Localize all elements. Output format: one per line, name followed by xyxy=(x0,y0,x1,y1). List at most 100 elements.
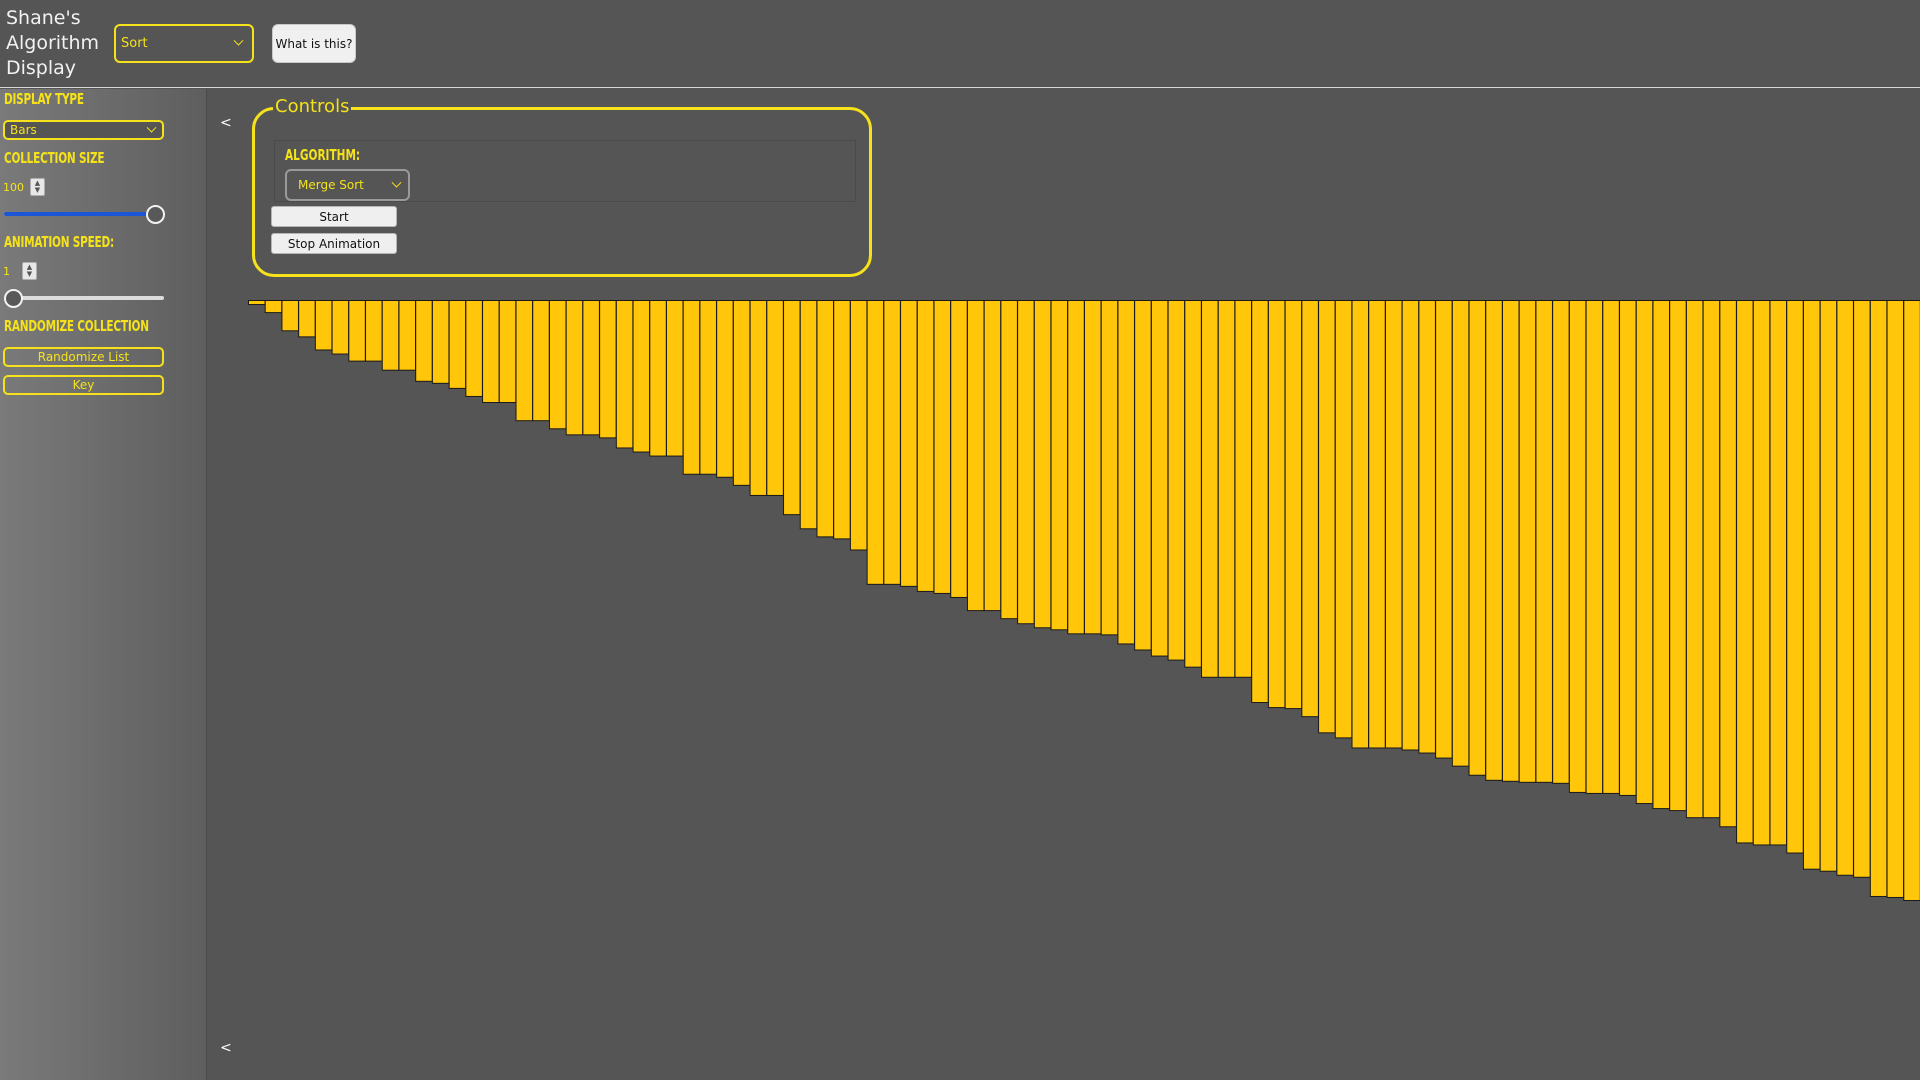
collapse-panel-toggle[interactable]: < xyxy=(220,1040,232,1056)
mode-select[interactable]: Sort xyxy=(114,24,254,63)
display-type-select[interactable]: Bars xyxy=(3,120,164,140)
bar xyxy=(1502,300,1520,782)
bar xyxy=(933,300,952,594)
bar xyxy=(1451,300,1470,767)
bar xyxy=(365,300,383,362)
bar xyxy=(1585,300,1604,794)
bar xyxy=(398,300,416,371)
bar xyxy=(431,300,450,384)
bar xyxy=(1752,300,1771,846)
chevron-down-icon xyxy=(233,35,244,46)
bar xyxy=(1719,300,1737,828)
chevron-down-icon xyxy=(391,177,402,188)
bar xyxy=(515,300,534,422)
bar xyxy=(799,300,818,530)
bar xyxy=(1401,300,1420,751)
bar xyxy=(649,300,667,457)
bar xyxy=(1836,300,1854,876)
bar xyxy=(348,300,366,362)
bar xyxy=(1284,300,1303,710)
bar xyxy=(632,300,651,453)
bar-chart xyxy=(248,300,1920,901)
bar xyxy=(783,300,801,516)
display-type-heading: DISPLAY TYPE xyxy=(4,90,84,108)
collection-size-heading: COLLECTION SIZE xyxy=(4,149,105,167)
bar xyxy=(482,300,500,404)
bar xyxy=(1384,300,1403,749)
bar xyxy=(1334,300,1353,739)
slider-thumb[interactable] xyxy=(4,289,23,308)
main-area: < Controls ALGORITHM: Merge Sort Start S… xyxy=(208,89,1920,1080)
bar xyxy=(599,300,617,439)
what-is-this-button[interactable]: What is this? xyxy=(272,24,356,63)
bar xyxy=(1518,300,1537,783)
bar xyxy=(1435,300,1453,759)
bar xyxy=(1050,300,1069,631)
bar xyxy=(749,300,768,496)
bar xyxy=(966,300,985,612)
bar xyxy=(1619,300,1637,796)
bar xyxy=(766,300,784,496)
bar xyxy=(381,300,400,371)
display-type-value: Bars xyxy=(10,123,37,137)
stop-animation-button[interactable]: Stop Animation xyxy=(271,233,397,254)
bar xyxy=(1485,300,1503,781)
animation-speed-heading: ANIMATION SPEED: xyxy=(4,233,114,251)
mode-select-value: Sort xyxy=(121,36,148,51)
bar xyxy=(900,300,918,587)
animation-speed-slider[interactable] xyxy=(4,288,164,308)
bar xyxy=(1819,300,1838,872)
algorithm-select-value: Merge Sort xyxy=(298,178,364,192)
bar xyxy=(816,300,834,538)
bar xyxy=(1084,300,1102,635)
algorithm-label: ALGORITHM: xyxy=(285,146,361,164)
key-button[interactable]: Key xyxy=(3,375,164,395)
randomize-list-button[interactable]: Randomize List xyxy=(3,347,164,367)
controls-panel: Controls ALGORITHM: Merge Sort Start Sto… xyxy=(252,96,872,277)
bar xyxy=(1652,300,1670,810)
bar xyxy=(1903,300,1920,901)
start-button[interactable]: Start xyxy=(271,206,397,227)
bar xyxy=(1201,300,1219,678)
bar xyxy=(298,300,316,338)
spinner-arrows-icon[interactable]: ▲ ▼ xyxy=(22,262,37,280)
bar xyxy=(1117,300,1135,645)
bar xyxy=(1067,300,1085,635)
bar xyxy=(1702,300,1721,819)
randomize-collection-heading: RANDOMIZE COLLECTION xyxy=(4,317,149,335)
bar xyxy=(732,300,751,486)
bar xyxy=(1184,300,1202,668)
spinner-arrows-icon[interactable]: ▲ ▼ xyxy=(30,178,45,196)
animation-speed-input[interactable]: 1 ▲ ▼ xyxy=(3,261,47,281)
algorithm-select[interactable]: Merge Sort xyxy=(285,169,410,201)
bar xyxy=(1552,300,1570,784)
collection-size-slider[interactable] xyxy=(4,204,165,224)
bar xyxy=(1685,300,1704,819)
bar xyxy=(1786,300,1804,854)
bar xyxy=(699,300,717,475)
bar xyxy=(565,300,584,436)
collection-size-input[interactable]: 100 ▲ ▼ xyxy=(3,177,47,197)
slider-thumb[interactable] xyxy=(146,205,165,224)
bar xyxy=(866,300,885,585)
collapse-controls-toggle[interactable]: < xyxy=(220,115,232,131)
bar xyxy=(1886,300,1905,898)
bar xyxy=(448,300,467,389)
bar xyxy=(666,300,684,457)
chevron-down-icon xyxy=(146,122,157,133)
bar xyxy=(415,300,433,382)
bar xyxy=(682,300,701,475)
bar xyxy=(1568,300,1587,793)
bar xyxy=(1802,300,1821,870)
bar xyxy=(1418,300,1436,754)
bar xyxy=(1217,300,1236,678)
bar xyxy=(1033,300,1052,629)
bar xyxy=(532,300,550,422)
collection-size-value: 100 xyxy=(3,180,24,194)
animation-speed-value: 1 xyxy=(3,264,10,278)
bar xyxy=(264,300,283,314)
bar xyxy=(1017,300,1035,625)
bar xyxy=(1635,300,1654,805)
bar xyxy=(498,300,517,404)
algorithm-group: ALGORITHM: Merge Sort xyxy=(274,140,856,202)
